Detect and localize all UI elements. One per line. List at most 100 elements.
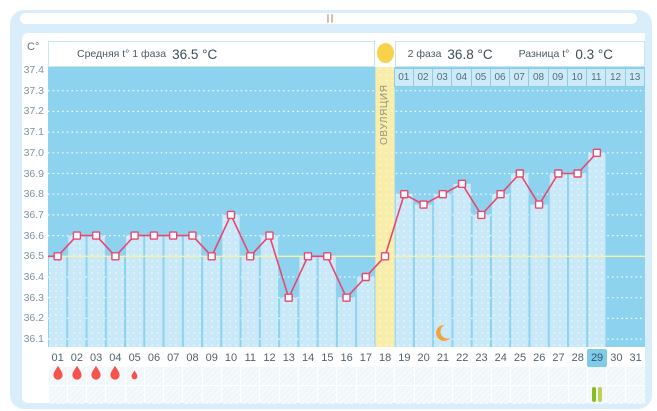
data-point-marker[interactable]: [438, 189, 447, 199]
day-label[interactable]: 21: [436, 352, 450, 364]
day-label[interactable]: 16: [340, 352, 353, 364]
cycle-note-cell[interactable]: [337, 385, 356, 404]
cycle-note-cell[interactable]: [395, 385, 414, 404]
data-point-marker[interactable]: [168, 231, 178, 240]
cycle-note-cell[interactable]: [491, 385, 510, 404]
data-point-marker[interactable]: [72, 231, 82, 240]
day-label[interactable]: 07: [167, 352, 180, 364]
data-point-marker[interactable]: [573, 169, 582, 178]
cycle-note-cell[interactable]: [125, 367, 144, 385]
cycle-note-cell[interactable]: [510, 367, 530, 385]
cycle-note-cell[interactable]: [48, 366, 67, 385]
data-point-marker[interactable]: [265, 231, 274, 240]
day-label[interactable]: 06: [147, 352, 161, 364]
day-label[interactable]: 12: [263, 352, 276, 364]
cycle-note-cell[interactable]: [491, 367, 510, 385]
scrollbar-handle-icon[interactable]: [325, 14, 335, 23]
data-point-marker[interactable]: [188, 231, 197, 240]
day-label[interactable]: 27: [552, 352, 565, 364]
data-point-marker[interactable]: [53, 252, 62, 261]
cycle-note-cell[interactable]: [260, 385, 279, 404]
horizontal-scrollbar[interactable]: [20, 13, 637, 24]
cycle-note-cell[interactable]: [356, 367, 376, 385]
cycle-note-cell[interactable]: [318, 385, 337, 404]
cycle-note-cell[interactable]: [587, 367, 607, 385]
day-label[interactable]: 10: [224, 352, 238, 364]
data-point-marker[interactable]: [496, 189, 505, 199]
cycle-note-cell[interactable]: [202, 367, 221, 385]
day-label[interactable]: 15: [321, 352, 334, 364]
data-point-marker[interactable]: [361, 272, 370, 282]
cycle-note-cell[interactable]: [144, 367, 164, 385]
cycle-note-cell[interactable]: [568, 367, 587, 385]
data-point-marker[interactable]: [554, 169, 563, 178]
data-point-marker[interactable]: [130, 231, 139, 240]
cycle-note-cell[interactable]: [530, 385, 549, 404]
data-point-marker[interactable]: [342, 293, 351, 302]
data-point-marker[interactable]: [207, 252, 216, 261]
data-point-marker[interactable]: [419, 200, 428, 209]
data-point-marker[interactable]: [515, 169, 525, 178]
data-point-marker[interactable]: [246, 252, 255, 261]
data-point-marker[interactable]: [91, 231, 101, 240]
cycle-note-cell[interactable]: [164, 367, 183, 385]
day-label[interactable]: 03: [90, 352, 103, 364]
cycle-note-cell[interactable]: [453, 385, 472, 404]
day-label[interactable]: 18: [379, 352, 392, 364]
data-point-marker[interactable]: [149, 231, 159, 240]
cycle-note-cell[interactable]: [164, 385, 183, 404]
data-point-marker[interactable]: [457, 179, 467, 189]
cycle-note-cell[interactable]: [472, 367, 491, 385]
day-label[interactable]: 08: [186, 352, 199, 364]
cycle-note-cell[interactable]: [587, 385, 607, 404]
data-point-marker[interactable]: [380, 252, 390, 261]
cycle-note-cell[interactable]: [106, 366, 125, 385]
cycle-note-cell[interactable]: [298, 385, 318, 404]
cycle-note-cell[interactable]: [183, 367, 202, 385]
cycle-note-cell[interactable]: [183, 385, 202, 404]
cycle-note-cell[interactable]: [48, 385, 67, 404]
cycle-note-cell[interactable]: [607, 385, 626, 404]
cycle-note-cell[interactable]: [472, 385, 491, 404]
day-label[interactable]: 11: [244, 352, 256, 364]
cycle-note-cell[interactable]: [453, 367, 472, 385]
cycle-note-cell[interactable]: [607, 367, 626, 385]
cycle-note-cell[interactable]: [433, 367, 453, 385]
cycle-note-cell[interactable]: [433, 385, 453, 404]
cycle-note-cell[interactable]: [125, 385, 144, 404]
data-point-marker[interactable]: [284, 293, 293, 302]
data-point-marker[interactable]: [226, 210, 236, 220]
data-point-marker[interactable]: [111, 252, 120, 261]
cycle-note-cell[interactable]: [510, 385, 530, 404]
cycle-note-cell[interactable]: [67, 385, 87, 404]
data-point-marker[interactable]: [477, 210, 486, 220]
cycle-note-cell[interactable]: [144, 385, 164, 404]
day-label[interactable]: 14: [301, 352, 315, 364]
cycle-note-cell[interactable]: [356, 385, 376, 404]
cycle-note-cell[interactable]: [376, 367, 395, 385]
day-label[interactable]: 28: [571, 352, 584, 364]
data-point-marker[interactable]: [303, 252, 313, 261]
day-label[interactable]: 24: [494, 352, 507, 364]
day-label[interactable]: 05: [128, 352, 141, 364]
day-label[interactable]: 19: [398, 352, 411, 364]
day-label[interactable]: 04: [109, 352, 122, 364]
day-label[interactable]: 26: [533, 352, 546, 364]
cycle-note-cell[interactable]: [241, 385, 260, 404]
cycle-note-cell[interactable]: [376, 385, 395, 404]
data-point-marker[interactable]: [534, 200, 544, 209]
cycle-note-cell[interactable]: [549, 385, 568, 404]
cycle-note-cell[interactable]: [568, 385, 587, 404]
day-label-selected[interactable]: 29: [587, 349, 607, 367]
cycle-note-cell[interactable]: [106, 385, 125, 404]
cycle-note-cell[interactable]: [414, 385, 433, 404]
cycle-note-cell[interactable]: [298, 367, 318, 385]
cycle-note-cell[interactable]: [626, 367, 645, 385]
cycle-note-cell[interactable]: [279, 367, 298, 385]
day-label[interactable]: 02: [70, 352, 84, 364]
day-label[interactable]: 31: [629, 352, 642, 364]
data-point-marker[interactable]: [323, 252, 332, 261]
data-point-marker[interactable]: [400, 189, 409, 199]
day-label[interactable]: 22: [456, 352, 469, 364]
cycle-note-cell[interactable]: [626, 385, 645, 404]
